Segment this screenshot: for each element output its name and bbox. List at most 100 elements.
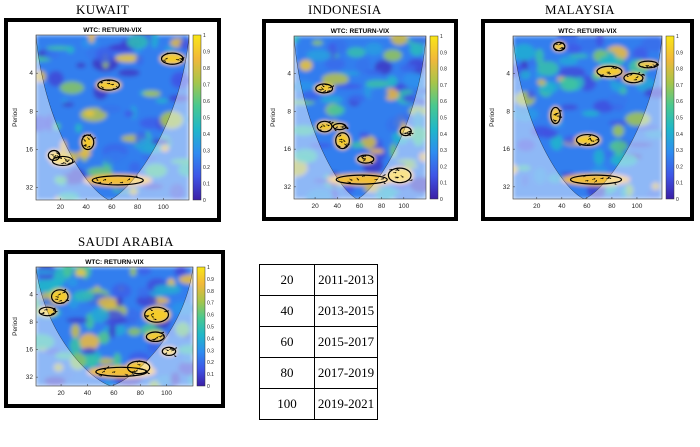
- y-tick-label: 8: [29, 108, 33, 115]
- table-row: 60 2015-2017: [259, 326, 378, 358]
- colorbar-tick-label: 0.8: [203, 66, 210, 72]
- chart-title: WTC: RETURN-VIX: [85, 259, 144, 266]
- x-tick-label: 60: [356, 203, 364, 210]
- colorbar-tick-label: 0.9: [203, 50, 210, 56]
- table-cell-obs: 20: [259, 264, 315, 296]
- y-tick-label: 32: [26, 374, 34, 381]
- colorbar-tick-label: 0: [203, 198, 206, 204]
- colorbar-tick-label: 0.7: [440, 83, 447, 89]
- x-tick-label: 20: [311, 203, 319, 210]
- colorbar-tick-label: 0.4: [440, 132, 447, 138]
- wtc-panel-kuwait: WTC: RETURN-VIX 4 8 16 32 20 40 60 80 100 Period 0 0…: [4, 18, 221, 222]
- period-table: 20 2011-2013 40 2013-2015 60 2015-2017 8…: [259, 264, 378, 420]
- colorbar-tick-label: 0.2: [203, 165, 210, 171]
- x-tick-label: 60: [583, 203, 591, 210]
- colorbar-tick-label: 1: [207, 265, 210, 271]
- colorbar-tick-label: 0.1: [676, 181, 683, 187]
- table-cell-obs: 60: [259, 326, 315, 358]
- colorbar-tick-label: 0.1: [203, 182, 210, 188]
- colorbar-tick-label: 1: [203, 33, 206, 39]
- x-tick-label: 60: [108, 204, 116, 211]
- colorbar-tick-label: 0: [676, 197, 679, 203]
- chart-title: WTC: RETURN-VIX: [83, 27, 142, 34]
- y-tick-label: 32: [503, 184, 511, 191]
- x-tick-label: 100: [632, 203, 643, 210]
- colorbar-tick-label: 0.6: [440, 99, 447, 105]
- x-tick-label: 40: [84, 390, 92, 397]
- table-row: 20 2011-2013: [259, 264, 378, 296]
- y-tick-label: 16: [284, 146, 292, 153]
- x-tick-label: 80: [608, 203, 616, 210]
- colorbar-tick-label: 0.8: [207, 289, 214, 295]
- colorbar-tick-label: 0.6: [203, 99, 210, 105]
- x-tick-label: 80: [134, 204, 142, 211]
- colorbar-tick-label: 0.2: [207, 360, 214, 366]
- y-tick-label: 8: [506, 108, 510, 115]
- table-cell-obs: 40: [259, 295, 315, 327]
- x-tick-label: 40: [558, 203, 566, 210]
- colorbar-tick-label: 0.1: [440, 181, 447, 187]
- x-tick-label: 40: [83, 204, 91, 211]
- wtc-panel-saudi-arabia: WTC: RETURN-VIX 4 8 16 32 20 40 60 80 100 Period 0 0…: [4, 250, 225, 408]
- colorbar-tick-label: 0.9: [207, 277, 214, 283]
- x-tick-label: 20: [57, 390, 65, 397]
- colorbar-tick-label: 0.8: [440, 67, 447, 73]
- chart-title: WTC: RETURN-VIX: [331, 28, 390, 35]
- colorbar-tick-label: 0: [207, 384, 210, 390]
- y-tick-label: 4: [506, 71, 510, 78]
- country-label-saudi-arabia: SAUDI ARABIA: [78, 234, 174, 249]
- x-tick-label: 100: [158, 204, 169, 211]
- wtc-plot-kuwait: WTC: RETURN-VIX 4 8 16 32 20 40 60 80 100 Period 0 0…: [12, 27, 210, 211]
- y-tick-label: 32: [26, 185, 34, 192]
- table-row: 40 2013-2015: [259, 295, 378, 327]
- colorbar-tick-label: 0.8: [676, 67, 683, 73]
- table-cell-years: 2017-2019: [314, 357, 378, 389]
- colorbar-tick-label: 1: [440, 34, 443, 40]
- table-cell-years: 2019-2021: [314, 388, 378, 420]
- colorbar-tick-label: 0.3: [203, 149, 210, 155]
- table-row: 80 2017-2019: [259, 357, 378, 389]
- y-axis-label: Period: [270, 108, 277, 127]
- table-cell-years: 2011-2013: [314, 264, 378, 296]
- x-tick-label: 20: [57, 204, 65, 211]
- colorbar-tick-label: 0.4: [676, 132, 683, 138]
- table-row: 100 2019-2021: [259, 388, 378, 420]
- colorbar-tick-label: 0.7: [676, 83, 683, 89]
- colorbar-tick-label: 1: [676, 34, 679, 40]
- wtc-plot-saudi-arabia: WTC: RETURN-VIX 4 8 16 32 20 40 60 80 100 Period 0 0…: [12, 259, 214, 397]
- y-tick-label: 8: [29, 319, 33, 326]
- y-tick-label: 16: [26, 147, 34, 154]
- country-label-indonesia: INDONESIA: [308, 2, 382, 17]
- wtc-panel-malaysia: WTC: RETURN-VIX 4 8 16 32 20 40 60 80 100 Period 0 0…: [481, 19, 694, 221]
- y-axis-label: Period: [489, 108, 496, 127]
- x-tick-label: 20: [533, 203, 541, 210]
- x-tick-label: 100: [398, 203, 409, 210]
- colorbar-tick-label: 0.5: [207, 325, 214, 331]
- colorbar-tick-label: 0.7: [207, 301, 214, 307]
- colorbar-tick-label: 0.5: [440, 116, 447, 122]
- colorbar-tick-label: 0.3: [207, 348, 214, 354]
- x-tick-label: 40: [334, 203, 342, 210]
- chart-title: WTC: RETURN-VIX: [558, 28, 617, 35]
- colorbar-tick-label: 0.2: [440, 164, 447, 170]
- table-cell-obs: 100: [259, 388, 315, 420]
- country-label-kuwait: KUWAIT: [76, 2, 130, 17]
- x-tick-label: 80: [378, 203, 386, 210]
- y-axis-label: Period: [12, 317, 19, 336]
- colorbar-tick-label: 0.6: [676, 99, 683, 105]
- y-axis-label: Period: [12, 108, 19, 127]
- colorbar-tick-label: 0.4: [203, 132, 210, 138]
- x-tick-label: 80: [137, 390, 145, 397]
- colorbar-tick-label: 0: [440, 197, 443, 203]
- colorbar-tick-label: 0.3: [440, 148, 447, 154]
- y-tick-label: 32: [284, 184, 292, 191]
- country-label-malaysia: MALAYSIA: [545, 2, 615, 17]
- colorbar-tick-label: 0.3: [676, 148, 683, 154]
- colorbar-tick-label: 0.5: [203, 116, 210, 122]
- table-cell-years: 2013-2015: [314, 295, 378, 327]
- y-tick-label: 4: [287, 71, 291, 78]
- colorbar-tick-label: 0.6: [207, 313, 214, 319]
- y-tick-label: 4: [29, 292, 33, 299]
- colorbar-tick-label: 0.9: [676, 50, 683, 56]
- wtc-plot-malaysia: WTC: RETURN-VIX 4 8 16 32 20 40 60 80 100 Period 0 0…: [489, 28, 683, 210]
